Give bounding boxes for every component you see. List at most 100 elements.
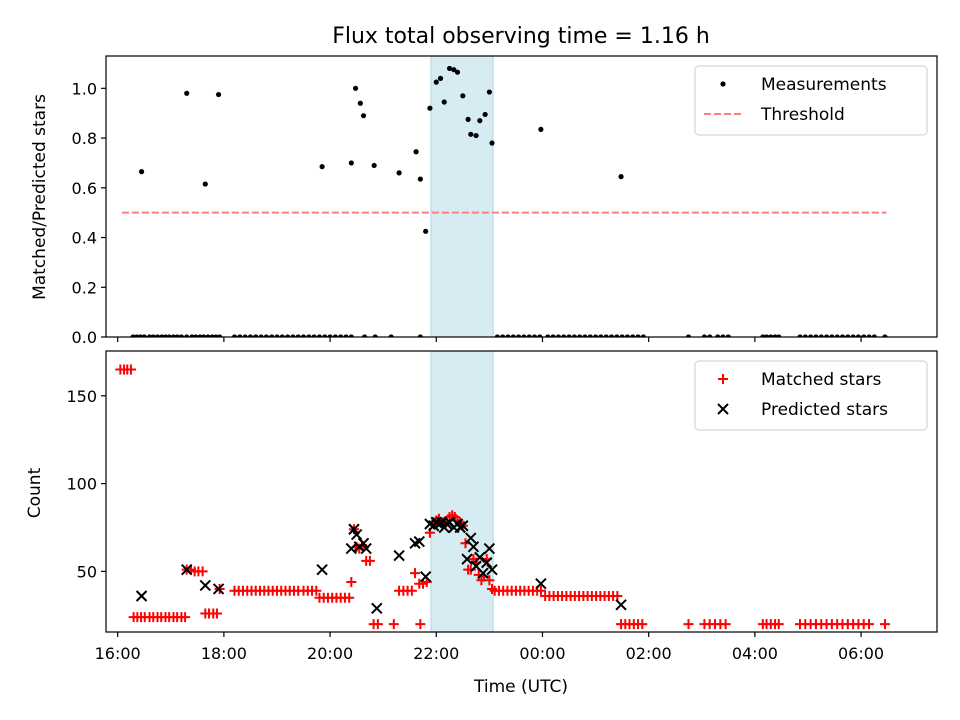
bottom-x-tick-label: 02:00 [626, 644, 672, 663]
top-measurements-point [494, 334, 500, 337]
bottom-y-tick-label: 150 [66, 387, 97, 406]
top-ylabel: Matched/Predicted stars [30, 94, 50, 300]
top-measurements-point [396, 170, 402, 176]
top-legend-measurements-swatch [720, 81, 726, 87]
top-plot-area [121, 65, 888, 337]
top-measurements-point [279, 334, 285, 337]
top-measurements-point [808, 334, 814, 337]
bottom-x-tick-label: 16:00 [95, 644, 141, 663]
top-measurements-point [561, 334, 567, 337]
bottom-predicted-stars-point [199, 579, 212, 592]
bottom-predicted-stars-point [413, 535, 425, 548]
bottom-predicted-stars-point [419, 570, 432, 583]
top-measurements-point [582, 334, 588, 337]
top-measurements-point [338, 334, 344, 337]
top-y-tick-label: 0.6 [72, 179, 97, 198]
top-measurements-point [357, 100, 363, 106]
bottom-matched-stars-point [465, 564, 476, 575]
top-measurements-point [510, 334, 516, 337]
top-measurements-point [465, 116, 471, 123]
top-measurements-point [193, 334, 199, 337]
top-measurements-point [454, 69, 461, 75]
top-measurements-point [797, 334, 803, 337]
top-measurements-point [598, 334, 604, 337]
top-measurements-point [178, 334, 184, 337]
top-measurements-point [468, 131, 474, 137]
bottom-matched-stars-point [197, 566, 208, 577]
bottom-legend-matched-stars-label: Matched stars [761, 370, 881, 390]
top-measurements-point [768, 334, 774, 337]
bottom-predicted-stars-point [615, 599, 627, 611]
top-measurements-point [253, 334, 259, 337]
bottom-predicted-stars-point [461, 553, 473, 565]
top-measurements-point [388, 334, 394, 337]
top-measurements-point [300, 334, 307, 337]
top-measurements-point [319, 164, 325, 170]
bottom-x-tick-label: 22:00 [413, 644, 459, 663]
top-measurements-point [237, 334, 243, 337]
bottom-matched-stars-point [484, 575, 495, 586]
figure-title: Flux total observing time = 1.16 h [332, 24, 710, 49]
top-measurements-point [205, 334, 211, 337]
bottom-predicted-stars-point [465, 532, 477, 544]
top-measurements-point [715, 334, 721, 337]
top-measurements-point [603, 334, 609, 337]
top-measurements-point [174, 334, 180, 337]
bottom-legend-matched-stars-swatch [718, 374, 728, 384]
bottom-predicted-stars-point [360, 542, 372, 555]
bottom-matched-stars-point [372, 619, 383, 630]
top-measurements-point [460, 93, 466, 99]
top-measurements-point [855, 334, 862, 337]
bottom-predicted-stars-point [486, 563, 498, 576]
bottom-predicted-stars-point [483, 542, 496, 555]
top-measurements-point [352, 85, 359, 91]
bottom-predicted-stars-point [371, 602, 383, 614]
top-measurements-point [725, 334, 731, 337]
top-measurements-point [371, 162, 377, 169]
x-axis-label: Time (UTC) [473, 677, 568, 697]
bottom-legend-box [694, 360, 928, 431]
top-measurements-point [417, 334, 423, 337]
top-measurements-point [417, 176, 423, 182]
top-measurements-point [217, 334, 223, 337]
top-measurements-point [348, 160, 354, 166]
bottom-legend: Matched stars Predicted stars [694, 360, 928, 431]
top-measurements-point [531, 334, 538, 337]
top-measurements-point [348, 334, 354, 337]
top-measurements-point [555, 334, 562, 337]
top-measurements-point [571, 334, 577, 337]
top-measurements-point [515, 334, 522, 337]
top-measurements-point [202, 181, 208, 187]
top-measurements-point [482, 111, 488, 118]
top-measurements-point [361, 334, 368, 337]
top-measurements-point [231, 334, 238, 337]
bottom-matched-stars-point [125, 364, 136, 375]
top-measurements-point [640, 334, 646, 337]
bottom-axes-frame [105, 350, 938, 633]
bottom-x-tick-label: 06:00 [838, 644, 884, 663]
top-measurements-point [316, 334, 323, 337]
top-measurements-point [545, 334, 551, 337]
top-measurements-point [720, 334, 726, 337]
top-y-tick-label: 0.2 [72, 278, 97, 297]
bottom-predicted-stars-point [212, 583, 225, 595]
bottom-matched-stars-point [211, 608, 222, 619]
bottom-matched-stars-point [535, 585, 546, 596]
top-legend-threshold-label: Threshold [760, 105, 845, 125]
bottom-predicted-stars-point [135, 590, 148, 602]
top-measurements-point [138, 169, 145, 175]
bottom-legend-predicted-stars-swatch [717, 403, 729, 415]
top-measurements-point [441, 99, 447, 105]
top-axes-frame [105, 55, 938, 338]
bottom-predicted-stars-point [481, 556, 493, 569]
bottom-matched-stars-point [720, 619, 731, 630]
bottom-x-tick-label: 04:00 [732, 644, 778, 663]
top-measurements-point [184, 90, 190, 96]
bottom-panel: 16:00 18:00 20:00 22:00 00:00 02:00 04:00 06:00… [66, 350, 938, 663]
bottom-matched-stars-point [311, 585, 322, 596]
top-measurements-point [413, 149, 419, 155]
top-observing-span [430, 55, 494, 338]
bottom-matched-stars-point [864, 619, 875, 630]
top-measurements-point [473, 132, 479, 139]
bottom-y-tick-label: 100 [66, 475, 97, 494]
